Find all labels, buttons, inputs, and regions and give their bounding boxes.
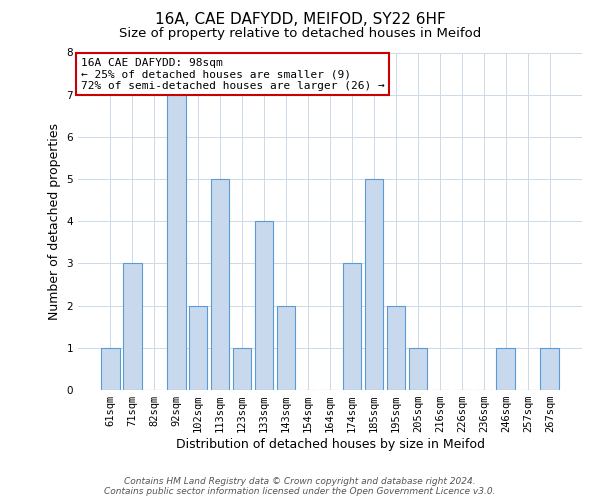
Bar: [123, 264, 142, 390]
Text: 16A, CAE DAFYDD, MEIFOD, SY22 6HF: 16A, CAE DAFYDD, MEIFOD, SY22 6HF: [155, 12, 445, 28]
Bar: [233, 348, 251, 390]
Bar: [541, 348, 559, 390]
X-axis label: Distribution of detached houses by size in Meifod: Distribution of detached houses by size …: [176, 438, 485, 451]
Bar: [386, 306, 405, 390]
Bar: [409, 348, 427, 390]
Bar: [255, 221, 274, 390]
Bar: [496, 348, 515, 390]
Text: Contains HM Land Registry data © Crown copyright and database right 2024.
Contai: Contains HM Land Registry data © Crown c…: [104, 476, 496, 496]
Bar: [277, 306, 295, 390]
Bar: [211, 179, 229, 390]
Y-axis label: Number of detached properties: Number of detached properties: [48, 122, 61, 320]
Bar: [167, 94, 185, 390]
Bar: [343, 264, 361, 390]
Text: Size of property relative to detached houses in Meifod: Size of property relative to detached ho…: [119, 28, 481, 40]
Text: 16A CAE DAFYDD: 98sqm
← 25% of detached houses are smaller (9)
72% of semi-detac: 16A CAE DAFYDD: 98sqm ← 25% of detached …: [80, 58, 384, 91]
Bar: [189, 306, 208, 390]
Bar: [365, 179, 383, 390]
Bar: [101, 348, 119, 390]
